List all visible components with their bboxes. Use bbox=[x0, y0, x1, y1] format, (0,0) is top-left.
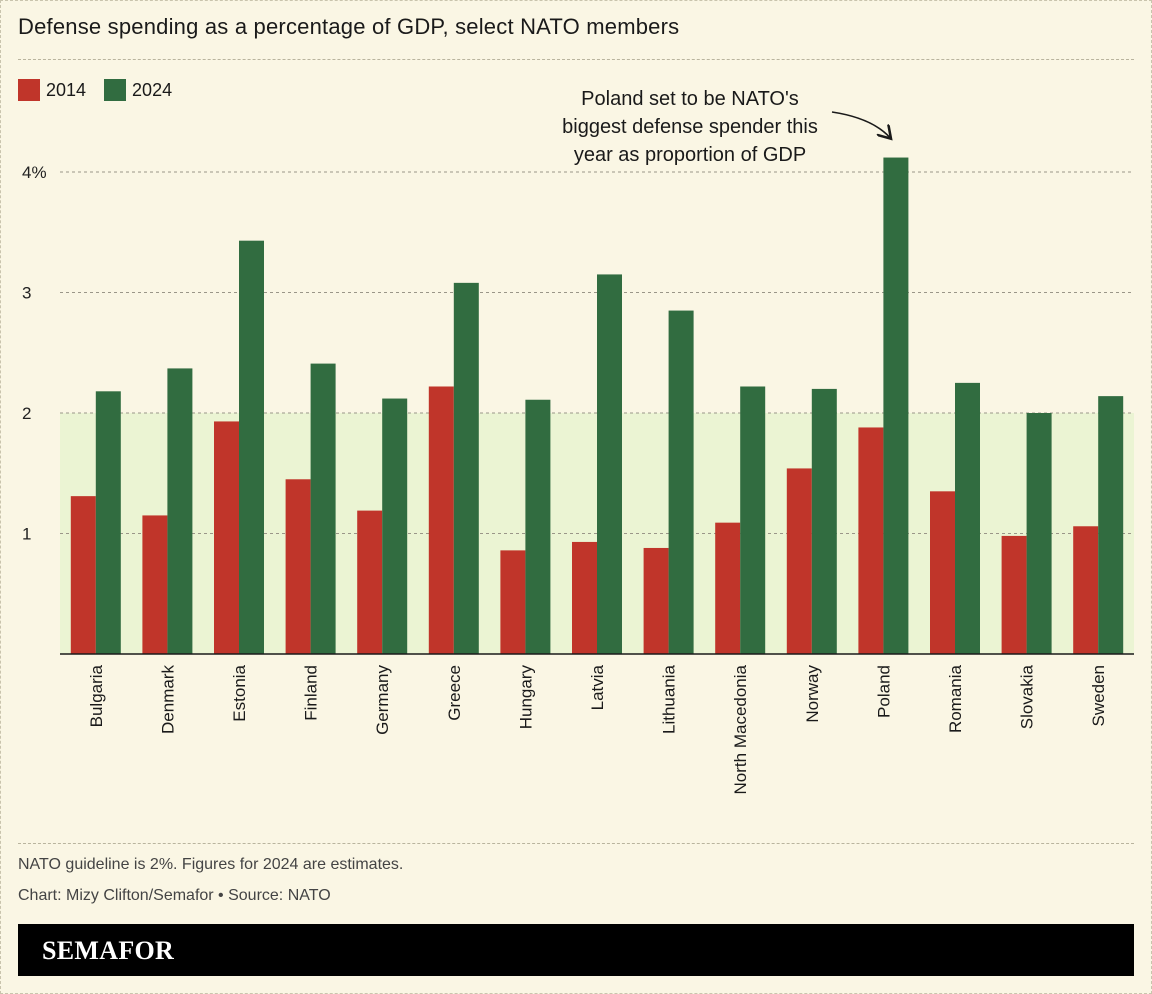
bar-2024-sweden bbox=[1098, 396, 1124, 654]
x-tick-label: Sweden bbox=[1089, 665, 1108, 726]
x-tick-label: Poland bbox=[874, 665, 893, 718]
bar-2024-latvia bbox=[597, 274, 622, 654]
bar-2014-north-macedonia bbox=[715, 522, 741, 654]
bar-2014-germany bbox=[357, 510, 383, 654]
bar-2024-estonia bbox=[239, 240, 264, 654]
bar-2024-poland bbox=[883, 157, 909, 655]
legend-label-2014: 2014 bbox=[46, 79, 87, 100]
bar-2024-slovakia bbox=[1026, 413, 1052, 654]
bar-2024-romania bbox=[955, 382, 980, 654]
x-tick-label: Denmark bbox=[158, 665, 177, 734]
bar-2014-bulgaria bbox=[70, 496, 96, 654]
semafor-logo: SEMAFOR bbox=[42, 936, 175, 965]
legend-item-2014: 2014 bbox=[18, 79, 86, 101]
x-tick-label: Hungary bbox=[516, 665, 535, 730]
bar-2014-slovakia bbox=[1001, 535, 1027, 654]
x-tick-label: Latvia bbox=[588, 664, 607, 710]
x-tick-label: Norway bbox=[803, 665, 822, 723]
legend-item-2024: 2024 bbox=[104, 79, 172, 101]
x-tick-label: Greece bbox=[445, 665, 464, 721]
footer-bar: SEMAFOR bbox=[18, 924, 1134, 976]
x-tick-label: Germany bbox=[373, 665, 392, 735]
x-tick-label: Bulgaria bbox=[87, 664, 106, 727]
bar-2024-bulgaria bbox=[95, 391, 121, 654]
bar-2014-finland bbox=[285, 479, 311, 654]
bar-2014-romania bbox=[930, 491, 955, 654]
x-tick-label: Romania bbox=[946, 664, 965, 733]
bar-2014-hungary bbox=[500, 550, 526, 654]
notes-divider bbox=[18, 843, 1134, 844]
bar-2014-sweden bbox=[1073, 526, 1099, 654]
bar-2024-germany bbox=[382, 398, 408, 654]
annotation-text: year as proportion of GDP bbox=[574, 144, 806, 166]
title-divider bbox=[18, 59, 1134, 60]
legend-swatch-2024 bbox=[104, 79, 127, 101]
legend-label-2024: 2024 bbox=[132, 79, 173, 100]
bar-2014-denmark bbox=[142, 515, 168, 654]
bar-2024-finland bbox=[310, 363, 336, 654]
guideline-note: NATO guideline is 2%. Figures for 2024 a… bbox=[18, 856, 404, 873]
bar-2024-greece bbox=[453, 282, 479, 654]
credit-note: Chart: Mizy Clifton/Semafor • Source: NA… bbox=[18, 887, 331, 904]
bar-2014-estonia bbox=[214, 421, 239, 654]
annotation-text: biggest defense spender this bbox=[562, 116, 818, 138]
x-tick-label: North Macedonia bbox=[731, 664, 750, 794]
legend-swatch-2014 bbox=[18, 79, 40, 101]
legend: 2014 2024 bbox=[18, 79, 172, 101]
bar-2014-greece bbox=[428, 386, 454, 654]
x-tick-label: Finland bbox=[302, 665, 321, 721]
bar-2024-north-macedonia bbox=[740, 386, 766, 654]
bar-2024-hungary bbox=[525, 399, 551, 654]
y-tick-label: 2 bbox=[22, 404, 31, 423]
y-tick-label: 4% bbox=[22, 163, 47, 182]
bar-2014-lithuania bbox=[643, 547, 669, 654]
x-tick-label: Slovakia bbox=[1018, 664, 1037, 729]
bar-2024-norway bbox=[811, 388, 837, 654]
bar-2014-latvia bbox=[572, 541, 597, 654]
y-tick-label: 3 bbox=[22, 284, 31, 303]
bar-2024-lithuania bbox=[668, 310, 694, 654]
annotation-text: Poland set to be NATO's bbox=[581, 88, 799, 110]
bar-chart: 1 2 3 4% Bulgaria Denmark Estonia Finland Germa… bbox=[22, 88, 1134, 794]
y-tick-label: 1 bbox=[22, 525, 31, 544]
x-tick-label: Lithuania bbox=[660, 664, 679, 734]
bar-2014-poland bbox=[858, 427, 884, 654]
annotation-arrow bbox=[831, 111, 890, 138]
chart-title: Defense spending as a percentage of GDP,… bbox=[18, 14, 680, 39]
bar-2014-norway bbox=[786, 468, 812, 654]
x-tick-label: Estonia bbox=[230, 664, 249, 721]
bar-2024-denmark bbox=[167, 368, 193, 654]
